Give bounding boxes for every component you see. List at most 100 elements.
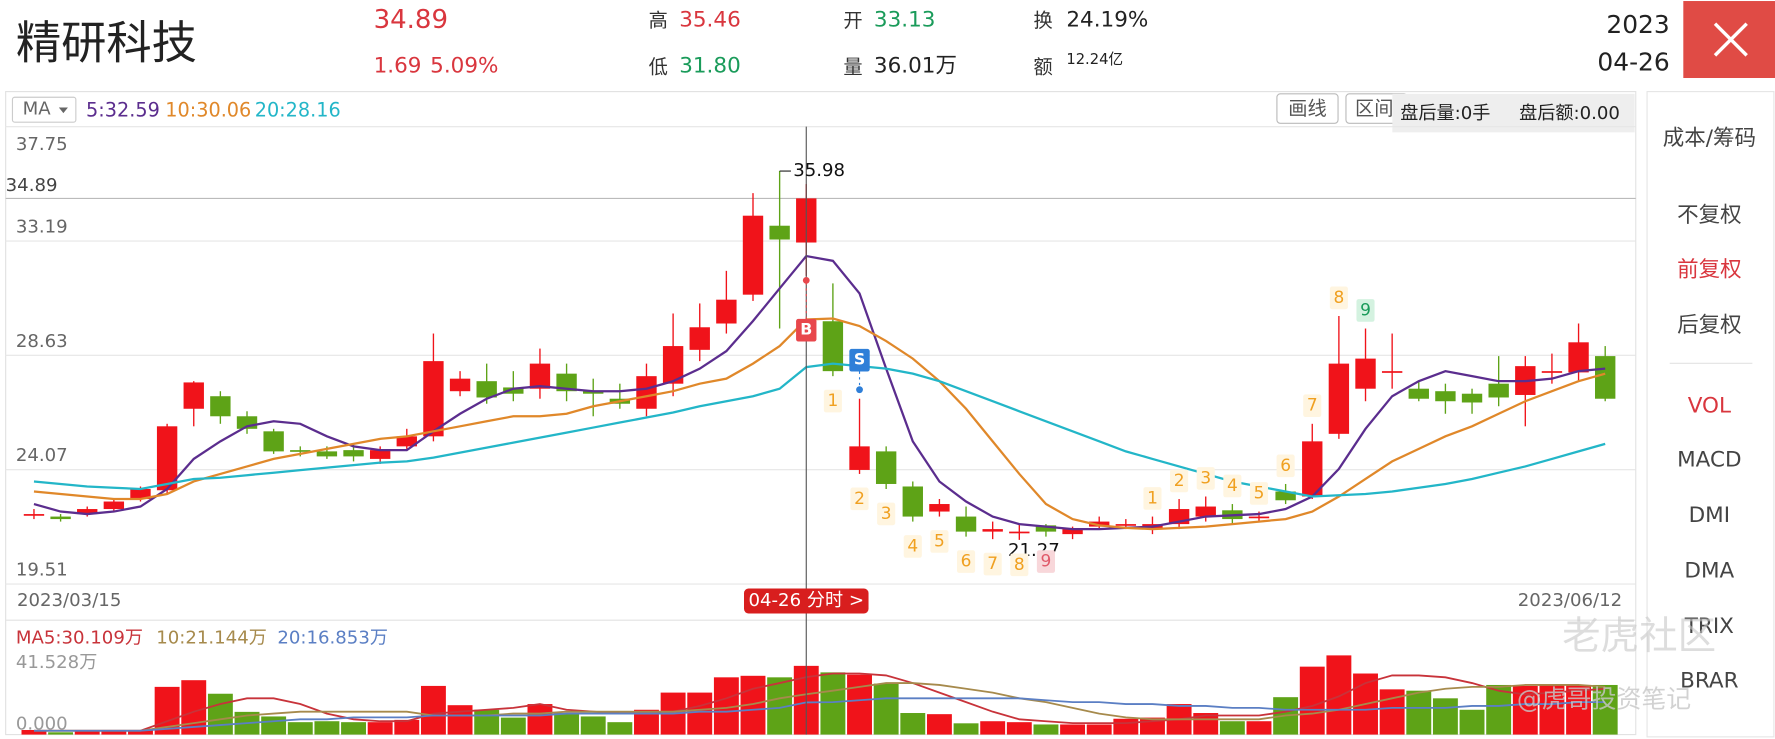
candle-body [316, 451, 338, 457]
volume-bar [820, 672, 846, 735]
after-hours-box [1392, 93, 1635, 133]
signal-bg [796, 318, 817, 342]
volume-bar [367, 722, 393, 735]
candle-body [982, 529, 1003, 532]
volume-bar [1592, 684, 1618, 735]
candle-body [23, 514, 45, 516]
volume-bar [341, 722, 366, 735]
stat-label: 量 [843, 55, 862, 78]
td-bg [850, 487, 869, 511]
stat-value: 36.01万 [874, 54, 957, 79]
candle-body [1328, 363, 1350, 434]
ma-legend: 5:32.59 10:30.06 20:28.16 MA5:30.109万 10:21.… [16, 98, 388, 648]
td-label: 8 [1333, 288, 1344, 308]
td-bg [1249, 482, 1269, 505]
candle-body [529, 363, 551, 389]
td-label: 3 [881, 504, 892, 524]
button-frame [11, 96, 77, 123]
sidebar-item[interactable]: MACD [1677, 448, 1741, 473]
volume-bar [48, 732, 74, 735]
candle-body [1089, 521, 1110, 527]
td-bg [956, 550, 976, 573]
td-bg [877, 502, 896, 526]
td-label: 1 [1147, 488, 1158, 508]
stat-label: 高 [649, 9, 668, 32]
td-bg [983, 552, 1002, 576]
candle-body [1488, 383, 1509, 398]
td-bg [1036, 550, 1055, 573]
td-bg [1223, 474, 1242, 498]
range-button[interactable]: 区间 [1345, 93, 1408, 124]
volume-ma-line [33, 672, 1606, 732]
volume-ma-line [33, 697, 1606, 732]
volume-bar [900, 713, 926, 735]
td-label: 9 [1360, 300, 1371, 320]
ma-line [33, 317, 1606, 531]
price-chart [23, 171, 1616, 540]
after-hours-volume: 盘后量:0手 [1400, 103, 1490, 124]
button-label: 画线 [1288, 97, 1326, 120]
td-label: 2 [854, 489, 865, 509]
volume-bar [1060, 724, 1086, 735]
y-tick-label: 41.528万 [16, 652, 97, 673]
volume-bar [1086, 724, 1112, 735]
legend-entry: 20:16.853万 [277, 627, 388, 648]
td-bg [1010, 553, 1029, 577]
td-bg [1303, 394, 1322, 418]
volume-bar [21, 729, 47, 735]
ma-line [33, 362, 1606, 498]
sidebar-item[interactable]: 成本/筹码 [1663, 126, 1756, 151]
volume-bar [101, 729, 127, 735]
grid: 19.51 24.07 28.63 33.19 37.75 34.89 2023/03/15… [5, 126, 1636, 734]
candle-body [130, 488, 151, 500]
candle-body [929, 504, 950, 512]
sidebar-item[interactable]: BRAR [1680, 668, 1739, 693]
sidebar-item[interactable]: VOL [1688, 393, 1731, 418]
volume-bar [261, 716, 287, 735]
volume-bar [394, 719, 420, 735]
button-label: 区间 [1355, 97, 1393, 120]
draw-button[interactable]: 画线 [1276, 93, 1339, 124]
signal-label: S [854, 350, 865, 369]
volume-bar [607, 722, 633, 735]
sidebar-item[interactable]: TRIX [1684, 614, 1734, 639]
candle-body [955, 516, 977, 532]
close-button[interactable] [1683, 1, 1775, 79]
td-bg [1143, 487, 1162, 510]
ma-button[interactable]: MA [11, 96, 77, 123]
legend-entry: 10:21.144万 [156, 627, 267, 648]
td-label: 8 [1014, 555, 1025, 575]
candle-body [689, 327, 710, 350]
candle-body [1009, 531, 1030, 534]
y-tick-label: 19.51 [16, 559, 68, 580]
sidebar-item[interactable]: DMA [1684, 559, 1734, 584]
volume-bar [1246, 721, 1272, 735]
volume-bar [980, 721, 1006, 735]
candle-body [77, 509, 98, 515]
stat-label: 额 [1034, 55, 1053, 78]
candle-body [662, 346, 684, 384]
sidebar-item[interactable]: 不复权 [1677, 203, 1742, 228]
sidebar-item[interactable]: DMI [1689, 503, 1730, 528]
volume-bar [128, 729, 153, 735]
candle-body [423, 361, 444, 437]
legend-entry: MA5:30.109万 [16, 627, 143, 648]
td-bg [1276, 454, 1295, 478]
sidebar-item[interactable]: 前复权 [1677, 257, 1742, 282]
td-label: 7 [987, 554, 998, 574]
candle-body [103, 501, 125, 510]
watermark: @虎哥投资笔记 [1517, 685, 1691, 714]
stat-label: 开 [843, 9, 862, 32]
volume-bar [1432, 698, 1458, 735]
last-price-label: 34.89 [6, 175, 58, 196]
td-label: 6 [1280, 456, 1291, 476]
sidebar-item[interactable]: 后复权 [1677, 313, 1742, 338]
candle-body [556, 373, 577, 392]
candle-body [1115, 524, 1137, 526]
td-bg [1329, 286, 1348, 310]
volume-bar [1486, 684, 1512, 735]
signal-dot [856, 386, 863, 394]
dropdown-arrow [58, 107, 68, 114]
volume-bar [1406, 690, 1432, 735]
